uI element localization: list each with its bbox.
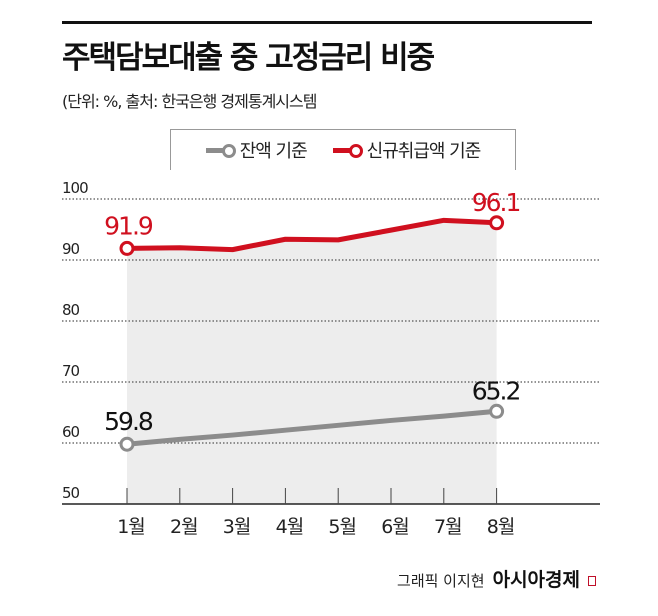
x-tick-label: 5월 bbox=[328, 516, 356, 538]
x-tick-label: 4월 bbox=[276, 516, 304, 538]
legend-label: 잔액 기준 bbox=[239, 141, 308, 162]
series-line-balance bbox=[126, 408, 497, 447]
top-rule bbox=[62, 21, 592, 24]
brand-logo: 아시아경제 bbox=[492, 569, 580, 591]
y-tick-label: 60 bbox=[62, 423, 80, 441]
legend: 잔액 기준 신규취급액 기준 bbox=[170, 129, 516, 170]
data-label-last: 65.2 bbox=[472, 376, 520, 405]
data-label-first: 91.9 bbox=[104, 211, 153, 240]
data-point bbox=[119, 240, 135, 256]
credit-text: 그래픽 이지현 bbox=[397, 572, 485, 590]
y-tick-label: 70 bbox=[62, 362, 80, 380]
data-point bbox=[489, 215, 505, 231]
data-label-last: 96.1 bbox=[472, 188, 520, 217]
footer-credit: 그래픽 이지현 아시아경제 bbox=[397, 565, 596, 592]
legend-marker-gray-icon bbox=[205, 143, 236, 158]
data-label-first: 59.8 bbox=[104, 407, 153, 436]
x-tick-label: 8월 bbox=[487, 516, 515, 538]
legend-label: 신규취급액 기준 bbox=[366, 141, 482, 162]
y-tick-label: 100 bbox=[62, 179, 88, 197]
legend-marker-red-icon bbox=[332, 143, 363, 158]
series-line-new bbox=[126, 217, 497, 253]
data-point bbox=[489, 403, 505, 419]
x-tick-label: 6월 bbox=[381, 516, 409, 538]
x-tick-label: 7월 bbox=[434, 516, 462, 538]
shaded-area bbox=[127, 220, 497, 504]
x-tick-label: 3월 bbox=[223, 516, 251, 538]
legend-item-new: 신규취급액 기준 bbox=[332, 137, 482, 163]
chart-title: 주택담보대출 중 고정금리 비중 bbox=[62, 40, 435, 76]
chart-subtitle: (단위: %, 출처: 한국은행 경제통계시스템 bbox=[62, 92, 317, 111]
legend-item-balance: 잔액 기준 bbox=[205, 137, 308, 163]
y-tick-label: 80 bbox=[62, 301, 80, 319]
data-point bbox=[119, 436, 135, 452]
x-tick-label: 2월 bbox=[170, 516, 198, 538]
brand-mark-icon bbox=[588, 576, 596, 586]
y-tick-label: 90 bbox=[62, 240, 80, 258]
x-tick-label: 1월 bbox=[117, 516, 145, 538]
y-tick-label: 50 bbox=[62, 484, 80, 502]
